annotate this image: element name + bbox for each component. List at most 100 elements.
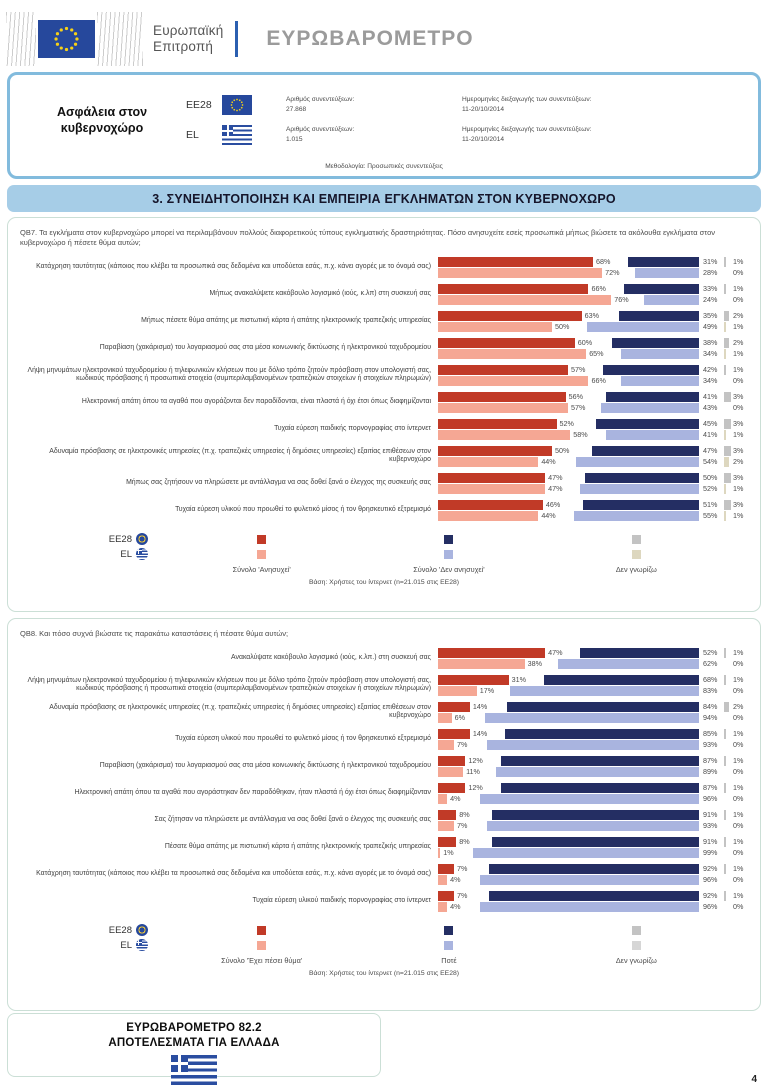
bar-dontknow-value: 1%	[733, 837, 744, 847]
bar-dontknow	[724, 647, 727, 658]
bar-negative	[480, 874, 699, 885]
qb7-chart: Κατάχρηση ταυτότητας (κάποιος που κλέβει…	[18, 255, 750, 523]
bar-positive	[438, 863, 454, 874]
chart-item-label: Αδυναμία πρόσβασης σε ηλεκτρονικές υπηρε…	[49, 703, 431, 720]
bar-dontknow-value: 1%	[733, 891, 744, 901]
qb7-legend: EE28 EL Σύνολο 'Ανησυχεί' Σύνολο 'Δεν ανησυ…	[18, 532, 750, 574]
bar-dontknow-value: 0%	[733, 875, 744, 885]
commission-name: Ευρωπαϊκή Επιτροπή	[153, 23, 223, 54]
survey-info-box: Ασφάλεια στον κυβερνοχώρο EE28 Αριθμός σ…	[7, 72, 761, 179]
bar-dontknow	[724, 256, 727, 267]
commission-name-line2: Επιτροπή	[153, 39, 214, 54]
bar-positive-value: 72%	[605, 268, 620, 277]
bar-negative	[623, 283, 699, 294]
bar-dontknow	[724, 418, 731, 429]
bar-positive	[438, 499, 543, 510]
bar-positive	[438, 809, 457, 820]
bar-dontknow-value: 1%	[733, 810, 744, 820]
bar-positive	[438, 402, 568, 413]
info-row-el: EL Αριθμός συνεντεύξεων: 1.015 Ημερομηνί…	[186, 125, 750, 145]
qb8-chart: Ανακαλύψατε κακόβουλο λογισμικό (ιούς, κ…	[18, 646, 750, 914]
bar-negative-value: 35%	[703, 311, 718, 320]
bar-negative	[605, 391, 699, 402]
bar-dontknow	[724, 456, 729, 467]
bar-negative	[473, 847, 699, 858]
bar-row-el: 72% 28% 0%	[438, 267, 750, 278]
legend-column: Δεν γνωρίζω	[543, 923, 730, 965]
bar-negative-value: 34%	[703, 376, 718, 385]
chart-item-label: Μήπως ανακαλύψετε κακόβουλο λογισμικό (ι…	[209, 289, 431, 297]
greece-flag-icon	[136, 548, 148, 560]
bar-positive	[438, 658, 525, 669]
bar-dontknow-value: 0%	[733, 376, 744, 385]
bar-row-el: 4% 96% 0%	[438, 874, 750, 885]
bar-row-el: 7% 93% 0%	[438, 820, 750, 831]
bar-positive	[438, 267, 603, 278]
chart-item: Πέσατε θύμα απάτης με πιστωτική κάρτα ή …	[18, 835, 750, 860]
legend-swatch-ee28	[444, 925, 454, 935]
bar-dontknow-value: 1%	[733, 257, 744, 266]
fieldwork-dates: 11-20/10/2014	[462, 106, 505, 113]
bar-negative-value: 54%	[703, 457, 718, 466]
chart-item-bars: 14% 85% 1% 7% 93% 0%	[438, 728, 750, 750]
bar-dontknow-value: 3%	[733, 473, 744, 482]
bar-dontknow-value: 0%	[733, 403, 744, 412]
bar-row-ee28: 8% 91% 1%	[438, 836, 750, 847]
bar-dontknow	[724, 445, 731, 456]
bar-positive-value: 46%	[545, 500, 561, 509]
bar-positive-value: 63%	[584, 311, 600, 320]
bar-negative-value: 89%	[703, 767, 718, 777]
legend-column: Δεν γνωρίζω	[543, 532, 730, 574]
bar-positive-value: 44%	[541, 457, 556, 466]
bar-row-el: 6% 94% 0%	[438, 712, 750, 723]
bar-positive-value: 12%	[468, 756, 483, 766]
bar-dontknow-zone	[724, 418, 733, 429]
dates-field: Ημερομηνίες διεξαγωγής των συνεντεύξεων:…	[462, 125, 712, 144]
bar-dontknow-zone	[724, 728, 733, 739]
eu-flag-icon	[136, 533, 148, 545]
bar-dontknow	[724, 337, 729, 348]
survey-topic: Ασφάλεια στον κυβερνοχώρο	[56, 104, 148, 135]
bar-positive-value: 76%	[614, 295, 629, 304]
bar-dontknow-zone	[724, 391, 733, 402]
bar-negative	[621, 375, 699, 386]
bar-positive-value: 8%	[459, 837, 470, 847]
legend-swatch-el	[631, 940, 641, 950]
bar-dontknow-zone	[724, 283, 733, 294]
bar-row-ee28: 14% 85% 1%	[438, 728, 750, 739]
bar-negative-value: 52%	[703, 484, 718, 493]
chart-item: Μήπως ανακαλύψετε κακόβουλο λογισμικό (ι…	[18, 282, 750, 307]
bar-positive-value: 52%	[559, 419, 574, 428]
bar-negative	[619, 310, 699, 321]
chart-item-label: Λήψη μηνυμάτων ηλεκτρονικού ταχυδρομείου…	[27, 366, 432, 382]
chart-item-bars: 14% 84% 2% 6% 94% 0%	[438, 701, 750, 723]
bar-dontknow-value: 1%	[733, 783, 744, 793]
bar-negative-value: 28%	[703, 268, 718, 277]
bar-row-ee28: 66% 33% 1%	[438, 283, 750, 294]
page-title: ΕΥΡΩΒΑΡΟΜΕΤΡΟ	[266, 27, 474, 50]
bar-positive	[438, 874, 448, 885]
legend-column-label: Σύνολο 'Ανησυχεί'	[232, 564, 291, 574]
legend-entry-ee28: EE28	[109, 532, 148, 547]
bar-positive-value: 56%	[568, 392, 584, 401]
bar-negative-value: 96%	[703, 902, 718, 912]
bar-positive-value: 68%	[596, 257, 611, 266]
bar-dontknow-zone	[724, 472, 733, 483]
bar-dontknow-zone	[724, 755, 733, 766]
chart-item: Τυχαία εύρεση υλικού που προωθεί το φυλε…	[18, 727, 750, 752]
bar-negative	[489, 863, 699, 874]
bar-negative-value: 83%	[703, 686, 718, 696]
bar-positive	[438, 375, 589, 386]
bar-row-el: 44% 54% 2%	[438, 456, 750, 467]
bar-positive	[438, 429, 571, 440]
chart-item-label: Ηλεκτρονική απάτη όπου τα αγαθά που αγορ…	[81, 397, 431, 405]
bar-negative	[644, 294, 699, 305]
bar-positive-value: 7%	[456, 891, 468, 901]
bar-negative	[491, 809, 699, 820]
bar-dontknow-value: 2%	[733, 338, 744, 347]
bar-negative	[575, 456, 699, 467]
bar-negative	[507, 701, 699, 712]
bar-positive-value: 4%	[450, 902, 461, 912]
bar-dontknow-zone	[724, 429, 733, 440]
bar-negative	[500, 782, 699, 793]
